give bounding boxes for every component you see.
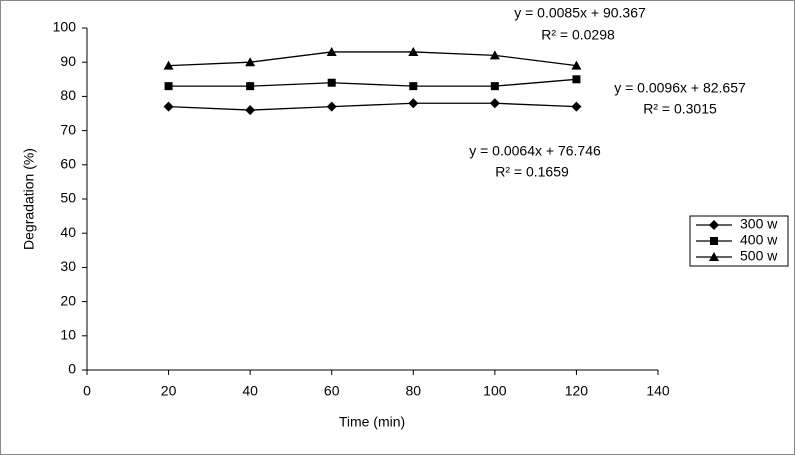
y-tick-label: 0 (68, 361, 76, 377)
trendline-equation: R² = 0.3015 (643, 101, 717, 117)
trendline-equation: y = 0.0085x + 90.367 (514, 5, 646, 21)
marker-triangle (163, 60, 174, 70)
marker-diamond (489, 98, 500, 109)
y-tick-label: 20 (60, 292, 76, 308)
legend-label: 400 w (740, 232, 778, 248)
marker-diamond (326, 101, 337, 112)
marker-square (490, 82, 499, 91)
marker-diamond (408, 98, 419, 109)
y-tick-label: 70 (60, 121, 76, 137)
y-tick-label: 40 (60, 224, 76, 240)
x-tick-label: 120 (565, 383, 589, 399)
x-tick-label: 80 (405, 383, 421, 399)
marker-triangle (709, 252, 719, 261)
trendline-equation: y = 0.0096x + 82.657 (614, 80, 746, 96)
trendline-equation: R² = 0.1659 (495, 164, 569, 180)
series-line (168, 78, 577, 87)
legend-label: 500 w (740, 248, 778, 264)
marker-square (327, 78, 336, 87)
marker-square (409, 82, 418, 91)
legend-label: 300 w (740, 216, 778, 232)
marker-triangle (489, 50, 500, 60)
x-tick-label: 20 (161, 383, 177, 399)
marker-square (164, 82, 173, 91)
x-tick-label: 60 (324, 383, 340, 399)
x-tick-label: 0 (83, 383, 91, 399)
x-tick-label: 100 (483, 383, 507, 399)
marker-triangle (326, 46, 337, 56)
y-tick-label: 60 (60, 156, 76, 172)
x-tick-label: 40 (242, 383, 258, 399)
y-tick-label: 80 (60, 87, 76, 103)
series-line (168, 51, 577, 67)
marker-square (710, 237, 718, 245)
marker-square (572, 75, 581, 84)
marker-triangle (408, 46, 419, 56)
trendline-equation: R² = 0.0298 (541, 27, 615, 43)
marker-diamond (245, 105, 256, 116)
marker-diamond (709, 220, 719, 230)
x-axis-label: Time (min) (339, 414, 405, 430)
trendline-equation: y = 0.0064x + 76.746 (469, 143, 601, 159)
y-tick-label: 10 (60, 327, 76, 343)
y-tick-label: 100 (53, 19, 77, 35)
y-tick-label: 90 (60, 53, 76, 69)
marker-triangle (571, 60, 582, 70)
marker-square (246, 82, 255, 91)
y-tick-label: 30 (60, 258, 76, 274)
y-tick-label: 50 (60, 190, 76, 206)
series-line (168, 102, 577, 111)
x-tick-label: 140 (646, 383, 670, 399)
y-axis-label: Degradation (%) (21, 148, 37, 250)
marker-diamond (571, 101, 582, 112)
marker-triangle (245, 57, 256, 67)
marker-diamond (163, 101, 174, 112)
